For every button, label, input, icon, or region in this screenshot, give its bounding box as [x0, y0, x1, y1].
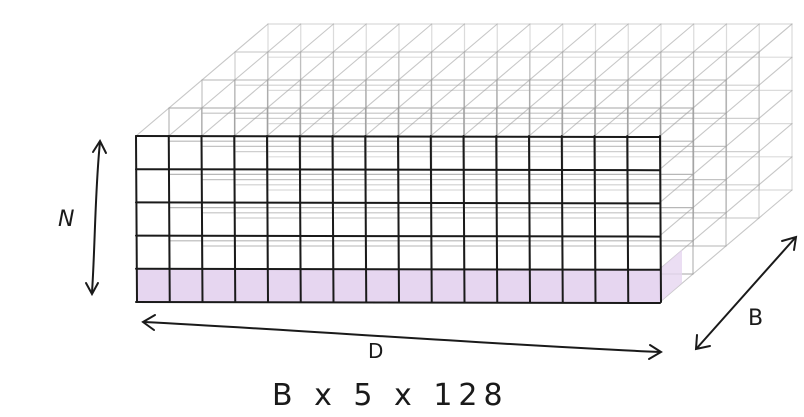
- depth-line: [135, 23, 269, 137]
- front-grid-line: [233, 135, 237, 303]
- shape-annotation: B x 5 x 128: [272, 378, 509, 413]
- depth-line: [659, 123, 793, 237]
- front-grid-line: [135, 201, 661, 205]
- n-dimension-arrow: [85, 138, 107, 297]
- depth-line: [364, 23, 498, 137]
- depth-line: [659, 23, 793, 137]
- front-grid: [135, 135, 662, 304]
- front-grid-line: [200, 135, 204, 303]
- front-grid-line: [364, 135, 368, 303]
- depth-line: [462, 23, 597, 137]
- front-grid-line: [135, 135, 661, 138]
- depth-line: [659, 189, 793, 303]
- front-grid-line: [266, 135, 269, 303]
- n-label: N: [58, 207, 74, 232]
- front-grid-line: [528, 135, 531, 303]
- front-grid-line: [659, 135, 662, 303]
- depth-line: [397, 23, 531, 137]
- depth-line: [593, 23, 728, 137]
- front-grid-line: [397, 135, 400, 303]
- depth-line: [430, 23, 564, 137]
- front-grid-line: [135, 267, 661, 271]
- depth-line: [168, 23, 302, 137]
- depth-line: [626, 23, 760, 137]
- front-grid-line: [626, 135, 630, 303]
- highlighted-row-side: [660, 249, 682, 302]
- depth-line: [561, 23, 695, 137]
- front-grid-line: [135, 301, 661, 304]
- depth-line: [659, 56, 793, 170]
- front-grid-line: [560, 135, 564, 303]
- front-grid-line: [298, 135, 302, 303]
- front-grid-line: [429, 135, 433, 303]
- depth-line: [495, 23, 629, 137]
- front-grid-line: [135, 168, 661, 172]
- front-grid-line: [135, 135, 138, 303]
- d-dimension-arrow: [141, 314, 663, 360]
- depth-line: [528, 23, 662, 137]
- depth-line: [200, 23, 335, 137]
- front-grid-line: [462, 135, 466, 303]
- front-grid-line: [495, 135, 499, 303]
- depth-line: [331, 23, 466, 137]
- depth-line: [233, 23, 367, 137]
- depth-line: [299, 23, 433, 137]
- front-grid-line: [167, 135, 171, 303]
- d-label: D: [368, 339, 383, 363]
- depth-line: [659, 89, 793, 203]
- front-grid-line: [331, 135, 335, 303]
- depth-line: [266, 23, 400, 137]
- front-grid-line: [593, 135, 597, 303]
- b-label: B: [748, 306, 763, 331]
- depth-connectors: [135, 23, 793, 303]
- b-dimension-arrow: [694, 235, 798, 351]
- front-grid-line: [135, 234, 661, 238]
